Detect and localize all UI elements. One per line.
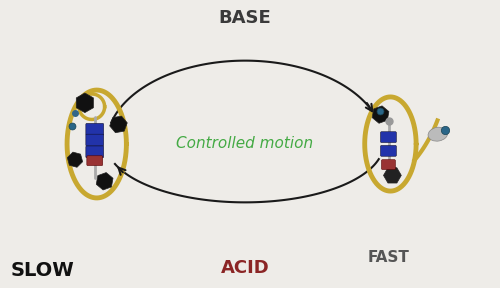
FancyBboxPatch shape xyxy=(380,132,396,143)
Text: ACID: ACID xyxy=(220,259,270,276)
Polygon shape xyxy=(384,168,402,183)
FancyBboxPatch shape xyxy=(86,146,104,158)
FancyBboxPatch shape xyxy=(87,156,102,166)
FancyBboxPatch shape xyxy=(86,123,104,135)
Ellipse shape xyxy=(428,127,448,141)
Text: SLOW: SLOW xyxy=(10,261,74,280)
Polygon shape xyxy=(76,93,94,113)
Polygon shape xyxy=(372,106,389,123)
Text: FAST: FAST xyxy=(368,250,410,265)
Text: BASE: BASE xyxy=(218,10,272,27)
FancyBboxPatch shape xyxy=(380,145,396,156)
Text: Controlled motion: Controlled motion xyxy=(176,137,314,151)
FancyBboxPatch shape xyxy=(382,160,396,170)
Polygon shape xyxy=(96,173,113,190)
FancyBboxPatch shape xyxy=(86,134,104,146)
Polygon shape xyxy=(68,152,82,167)
Polygon shape xyxy=(110,116,127,133)
